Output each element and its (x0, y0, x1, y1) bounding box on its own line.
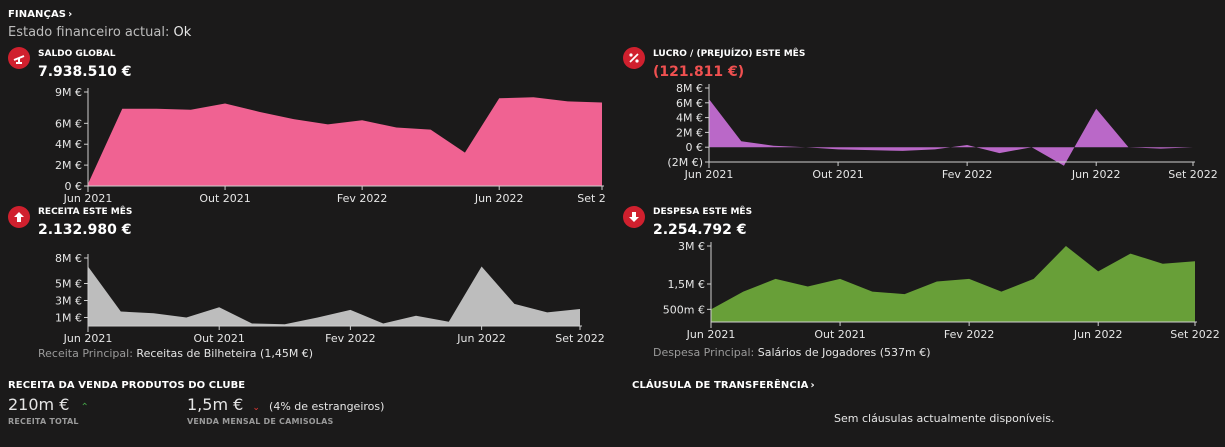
arrow-up-icon (8, 206, 30, 228)
revenue-y-tick-label: 3M € (55, 295, 82, 308)
profit-y-tick-label: 2M € (676, 126, 703, 139)
revenue-x-tick-label: Out 2021 (193, 332, 244, 344)
merch-title: RECEITA DA VENDA PRODUTOS DO CLUBE (8, 380, 246, 391)
profit-x-tick-label: Out 2021 (812, 168, 863, 180)
balance-value: 7.938.510 € (38, 64, 132, 80)
chevron-right-icon: › (68, 9, 73, 20)
profit-label: LUCRO / (PREJUÍZO) ESTE MÊS (653, 49, 806, 59)
arrow-down-icon (623, 206, 645, 228)
balance-x-tick-label: Fev 2022 (337, 192, 388, 205)
balance-y-tick-label: 4M € (55, 138, 82, 151)
finance-title: FINANÇAS (8, 9, 67, 20)
expense-main-label: Despesa Principal: (653, 346, 755, 359)
transfer-header[interactable]: CLÁUSULA DE TRANSFERÊNCIA › (632, 380, 815, 391)
profit-x-tick-label: Jun 2022 (1071, 168, 1121, 180)
merch-total: 210m € ⌃ (8, 395, 89, 414)
trend-up-icon: ⌃ (80, 402, 89, 413)
expense-main-value: Salários de Jogadores (537m €) (757, 346, 931, 359)
profit-y-tick-label: 0 € (686, 141, 704, 154)
balance-chart: 0 € 2M € 4M € 6M € 9M € Jun 2021 Out 2021 Fev 2… (55, 86, 605, 205)
revenue-label: RECEITA ESTE MÊS (38, 207, 133, 217)
expense-value: 2.254.792 € (653, 222, 747, 238)
balance-y-tick-label: 6M € (55, 117, 82, 130)
expense-y-tick-label: 3M € (678, 240, 705, 253)
profit-y-tick-label: (2M €) (667, 156, 703, 169)
revenue-y-tick-label: 1M € (55, 312, 82, 325)
expense-y-tick-label: 1,5M € (668, 278, 705, 291)
profit-y-tick-label: 6M € (676, 97, 703, 110)
expense-y-tick-label: 500m € (663, 303, 705, 316)
revenue-y-tick-label: 8M € (55, 252, 82, 265)
finance-header[interactable]: FINANÇAS › (8, 9, 72, 20)
balance-x-tick-label: Out 2021 (199, 192, 250, 205)
expense-x-tick-label: Jun 2022 (1073, 328, 1123, 341)
transfer-title: CLÁUSULA DE TRANSFERÊNCIA (632, 380, 809, 391)
profit-y-tick-label: 8M € (676, 82, 703, 95)
scale-icon (8, 47, 30, 69)
transfer-empty: Sem cláusulas actualmente disponíveis. (834, 412, 1055, 425)
revenue-x-tick-label: Fev 2022 (325, 332, 376, 344)
revenue-main-label: Receita Principal: (38, 347, 133, 360)
merch-monthly-value: 1,5m € (187, 395, 244, 414)
merch-total-caption: RECEITA TOTAL (8, 417, 79, 426)
profit-chart: (2M €) 0 € 2M €4M € 6M € 8M € Jun 2021 Out 202… (667, 82, 1218, 180)
revenue-x-tick-label: Jun 2021 (63, 332, 113, 344)
balance-x-tick-label: Set 2022 (577, 192, 605, 205)
profit-x-tick-label: Jun 2021 (684, 168, 734, 180)
profit-y-tick-label: 4M € (676, 112, 703, 125)
profit-area-series (709, 99, 1193, 166)
finance-status: Estado financeiro actual: Ok (8, 25, 191, 40)
balance-x-tick-label: Jun 2021 (63, 192, 113, 205)
revenue-main-value: Receitas de Bilheteira (1,45M €) (136, 347, 314, 360)
balance-y-tick-label: 9M € (55, 86, 82, 99)
balance-y-tick-label: 0 € (65, 180, 83, 193)
expense-main: Despesa Principal: Salários de Jogadores… (653, 346, 931, 359)
revenue-x-tick-label: Jun 2022 (456, 332, 506, 344)
profit-value: (121.811 €) (653, 64, 745, 80)
balance-label: SALDO GLOBAL (38, 49, 116, 59)
revenue-x-tick-label: Set 2022 (555, 332, 605, 344)
trend-down-icon: ⌄ (252, 403, 260, 413)
profit-x-tick-label: Set 2022 (1168, 168, 1218, 180)
revenue-y-tick-label: 5M € (55, 278, 82, 291)
expense-x-tick-label: Jun 2021 (686, 328, 736, 341)
balance-area-series (88, 97, 602, 186)
profit-x-tick-label: Fev 2022 (942, 168, 993, 180)
expense-chart: 500m € 1,5M € 3M € Jun 2021 Out 2021 Fev 2022… (663, 240, 1220, 341)
expense-x-tick-label: Set 2022 (1170, 328, 1220, 341)
chevron-right-icon: › (810, 380, 815, 391)
revenue-main: Receita Principal: Receitas de Bilheteir… (38, 347, 313, 360)
revenue-chart: 1M € 3M € 5M € 8M € Jun 2021 Out 2021 Fev 2022… (55, 252, 605, 344)
percent-icon (623, 47, 645, 69)
expense-x-tick-label: Fev 2022 (944, 328, 995, 341)
merch-total-value: 210m € (8, 395, 70, 414)
status-value: Ok (173, 25, 192, 40)
balance-y-tick-label: 2M € (55, 159, 82, 172)
expense-x-tick-label: Out 2021 (814, 328, 865, 341)
revenue-area-series (88, 266, 580, 326)
merch-monthly-caption: VENDA MENSAL DE CAMISOLAS (187, 417, 334, 426)
revenue-value: 2.132.980 € (38, 222, 132, 238)
status-label: Estado financeiro actual: (8, 25, 170, 40)
merch-monthly: 1,5m € ⌄ (4% de estrangeiros) (187, 395, 384, 414)
expense-area-series (711, 246, 1195, 322)
merch-monthly-note: (4% de estrangeiros) (269, 400, 385, 413)
expense-label: DESPESA ESTE MÊS (653, 207, 753, 217)
balance-x-tick-label: Jun 2022 (474, 192, 524, 205)
